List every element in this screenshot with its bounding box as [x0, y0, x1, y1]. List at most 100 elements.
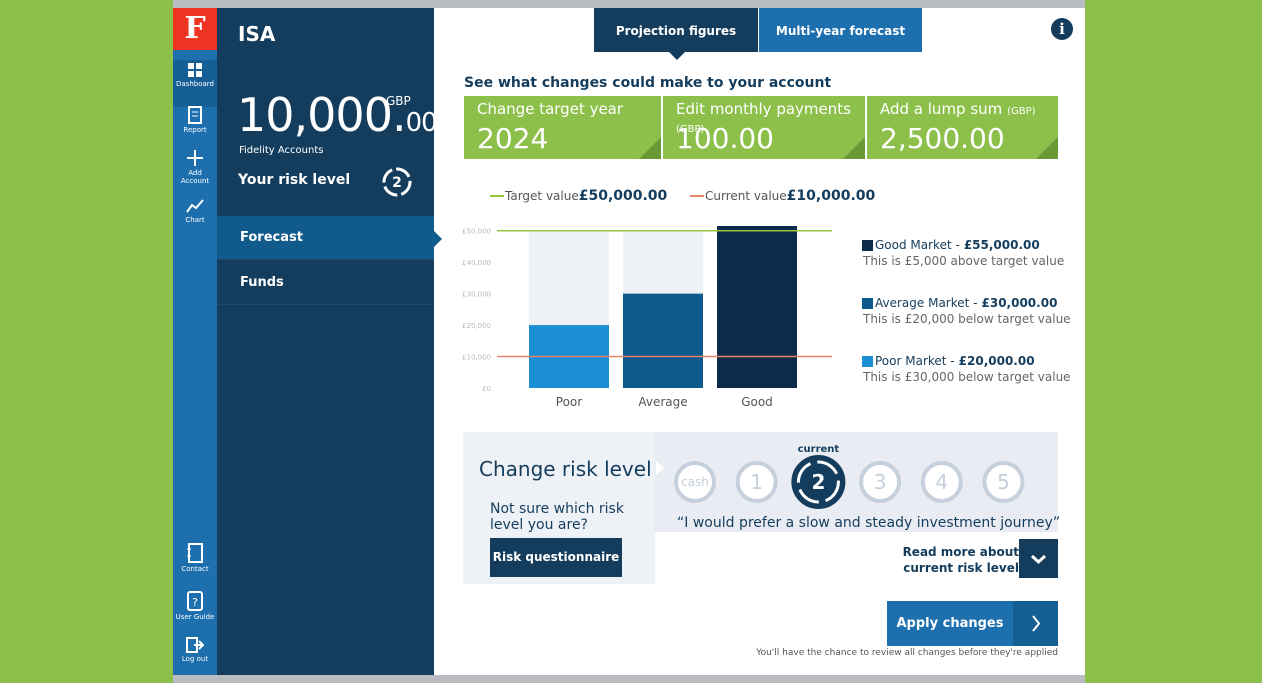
legend-name: Average Market -	[875, 296, 978, 310]
legend-value: £55,000.00	[964, 238, 1040, 252]
risk-arrow	[656, 461, 664, 475]
legend-name: Good Market -	[875, 238, 960, 252]
risk-option[interactable]: 3	[859, 461, 902, 503]
nav-contact[interactable]: Contact	[173, 543, 217, 573]
read-more[interactable]: Read more about current risk level	[902, 545, 1019, 575]
info-button[interactable]: i	[1051, 18, 1073, 40]
menu-item[interactable]: Forecast	[217, 216, 434, 260]
tab-pointer	[669, 52, 685, 60]
card[interactable]: Edit monthly payments (GBP) 100.00	[663, 96, 865, 159]
risk-label: Your risk level	[238, 172, 351, 188]
reference-value: £50,000.00	[579, 188, 668, 204]
x-tick-label: Poor	[556, 395, 582, 409]
tab[interactable]: Multi-year forecast	[759, 8, 922, 52]
nav-add[interactable]: Add Account	[173, 149, 217, 185]
risk-lower	[655, 532, 1058, 584]
legend-entry: Poor Market - £20,000.00	[875, 354, 1035, 368]
read-more-button[interactable]	[1019, 539, 1058, 578]
reference-label: Target value	[504, 189, 579, 203]
y-tick-label: £20,000	[462, 322, 491, 330]
x-tick-label: Average	[638, 395, 687, 409]
card-value: 2024	[477, 122, 549, 155]
card-label: Change target year	[477, 100, 624, 118]
y-tick-label: £50,000	[462, 228, 491, 236]
legend-value: £20,000.00	[959, 354, 1035, 368]
questionnaire-button[interactable]: Risk questionnaire	[490, 538, 622, 577]
nav-label: Log out	[181, 655, 209, 663]
svg-text:?: ?	[192, 596, 198, 609]
menu-item[interactable]: Funds	[217, 261, 434, 305]
balance-decimals: 00	[405, 108, 438, 138]
legend-entry: Average Market - £30,000.00	[875, 296, 1057, 310]
risk-prompt: Not sure which risk level you are?	[490, 501, 624, 533]
risk-badge: 2	[382, 167, 412, 197]
icon-bar: F Dashboard Report Add Account Chart Con…	[173, 8, 217, 675]
card-label: Add a lump sum (GBP)	[880, 100, 1036, 118]
balance: 10,000.00	[237, 88, 438, 142]
balance-whole: 10,000	[237, 88, 393, 142]
risk-ring-inner	[796, 460, 840, 504]
nav-chart[interactable]: Chart	[173, 198, 217, 224]
card-label: Edit monthly payments (GBP)	[676, 100, 851, 135]
card[interactable]: Add a lump sum (GBP) 2,500.00	[867, 96, 1058, 159]
current-label: current	[798, 444, 840, 455]
risk-ring	[791, 455, 846, 509]
risk-ring	[859, 461, 902, 503]
changes-heading: See what changes could make to your acco…	[464, 75, 832, 91]
y-tick-label: £30,000	[462, 291, 491, 299]
risk-option[interactable]: 2	[791, 455, 846, 509]
bar	[717, 226, 797, 388]
apply-arrow[interactable]	[1013, 601, 1058, 646]
y-tick-label: £10,000	[462, 354, 491, 362]
x-tick-label: Good	[741, 395, 773, 409]
apply-button[interactable]: Apply changes	[887, 601, 1013, 646]
account-subtitle: Fidelity Accounts	[239, 145, 324, 156]
y-tick-label: £0	[482, 385, 491, 393]
reference-value: £10,000.00	[787, 188, 876, 204]
bottom-bar	[173, 675, 1085, 683]
apply-note: You'll have the chance to review all cha…	[756, 648, 1058, 658]
risk-option[interactable]: 5	[982, 461, 1025, 503]
currency: GBP	[386, 94, 411, 108]
nav-label: Chart	[185, 216, 205, 224]
logo[interactable]: F	[173, 8, 217, 50]
card-value: 2,500.00	[880, 122, 1005, 155]
main: Projection figures Multi-year forecast i…	[434, 8, 1085, 675]
nav-label: Dashboard	[176, 80, 214, 88]
legend-entry: Good Market - £55,000.00	[875, 238, 1040, 252]
bar	[623, 293, 703, 388]
top-bar	[173, 0, 1085, 8]
legend-swatch	[862, 356, 873, 367]
nav-dashboard[interactable]: Dashboard	[173, 60, 217, 107]
nav-report[interactable]: Report	[173, 106, 217, 134]
risk-quote: “I would prefer a slow and steady invest…	[677, 515, 1061, 531]
risk-title: Change risk level	[479, 457, 652, 481]
account-panel: ISA 10,000.00 GBP Fidelity Accounts Your…	[217, 8, 442, 675]
legend-note: This is £20,000 below target value	[862, 312, 1071, 326]
card[interactable]: Change target year 2024	[464, 96, 661, 159]
nav-guide[interactable]: ? User Guide	[173, 591, 217, 621]
nav-label: Add Account	[180, 169, 210, 185]
risk-option[interactable]: 1	[735, 461, 778, 503]
risk-options: cash 1 2 current 3 4 5	[674, 444, 1025, 509]
y-tick-label: £40,000	[462, 259, 491, 267]
risk-option[interactable]: 4	[920, 461, 963, 503]
legend-swatch	[862, 298, 873, 309]
nav-label: Contact	[181, 565, 209, 573]
nav-logout[interactable]: Log out	[173, 637, 217, 663]
risk-ring	[735, 461, 778, 503]
risk-option[interactable]: cash	[674, 461, 716, 503]
reference-legend: Target value£50,000.00	[504, 188, 668, 204]
risk-option-label: 4	[935, 470, 948, 494]
tab-active[interactable]: Projection figures	[594, 8, 758, 52]
reference-label: Current value	[705, 189, 787, 203]
nav-label: Report	[183, 126, 207, 134]
menu-pointer	[434, 231, 442, 247]
risk-value: 2	[392, 175, 402, 191]
account-title: ISA	[238, 22, 276, 46]
risk-option-label: cash	[681, 475, 709, 489]
legend-value: £30,000.00	[982, 296, 1058, 310]
reference-legend: Current value£10,000.00	[705, 188, 875, 204]
card-value: 100.00	[676, 122, 774, 155]
